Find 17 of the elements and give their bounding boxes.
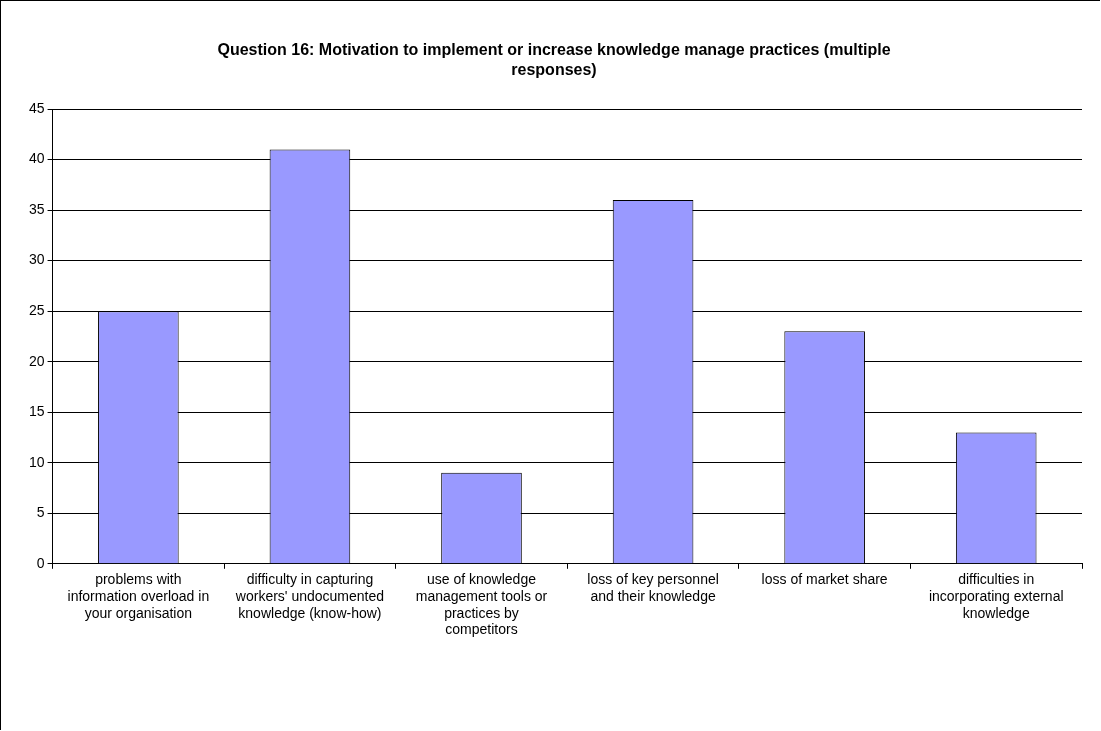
x-tick-label: use of knowledge management tools or practices by competitors (415, 571, 548, 638)
x-tick-label: loss of key personnel and their knowledge (587, 571, 719, 604)
x-tick-label: difficulty in capturing workers' undocumented knowledge (know-how) (234, 571, 385, 621)
y-tick-label: 5 (36, 504, 45, 521)
x-tick-label: loss of market share (761, 571, 888, 588)
y-tick-label: 40 (28, 150, 45, 167)
chart-title: Question 16: Motivation to implement or increase knowledge manage practices (multiple responses) (217, 41, 891, 79)
y-tick-label: 30 (28, 251, 45, 268)
y-tick-label: 35 (28, 200, 45, 217)
x-tick-label: problems with information overload in your organisation (67, 571, 210, 621)
y-tick-label: 20 (28, 352, 45, 369)
y-tick-label: 45 (28, 99, 45, 116)
y-tick-label: 0 (36, 554, 45, 571)
x-tick-label: difficulties in incorporating external knowledge (928, 571, 1064, 621)
y-tick-label: 15 (28, 403, 45, 420)
y-tick-label: 25 (28, 301, 45, 318)
y-tick-label: 10 (28, 453, 45, 470)
